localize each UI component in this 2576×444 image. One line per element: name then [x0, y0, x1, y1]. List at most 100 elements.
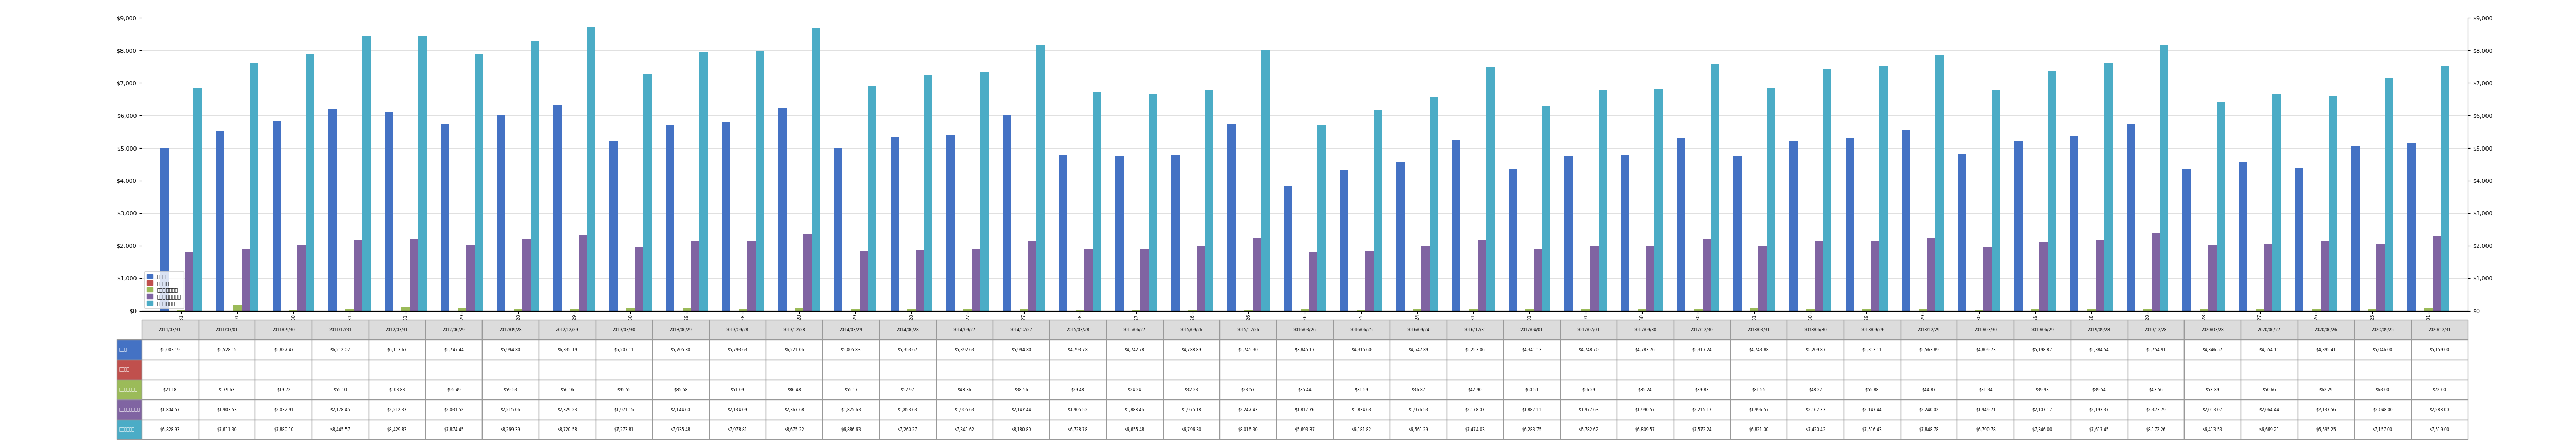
Bar: [634, 246, 644, 311]
Bar: [2182, 169, 2192, 311]
Bar: [1935, 55, 1945, 311]
Bar: [1340, 170, 1347, 311]
Bar: [2367, 309, 2378, 311]
Bar: [835, 148, 842, 311]
Bar: [2295, 168, 2303, 311]
Bar: [1543, 106, 1551, 311]
Bar: [1262, 50, 1270, 311]
Bar: [2378, 244, 2385, 311]
Bar: [2151, 234, 2161, 311]
Bar: [1229, 124, 1236, 311]
Bar: [330, 108, 337, 311]
Bar: [811, 28, 819, 311]
Bar: [1396, 163, 1404, 311]
Bar: [690, 241, 698, 311]
Bar: [2311, 309, 2321, 311]
Bar: [1862, 309, 1870, 311]
Bar: [242, 249, 250, 311]
Bar: [1767, 89, 1775, 311]
Bar: [796, 308, 804, 311]
Bar: [1115, 156, 1123, 311]
Bar: [2105, 63, 2112, 311]
Bar: [860, 251, 868, 311]
Bar: [1991, 90, 1999, 311]
Bar: [216, 131, 224, 311]
Bar: [1141, 250, 1149, 311]
Bar: [1734, 156, 1741, 311]
Bar: [474, 55, 484, 311]
Bar: [1252, 238, 1262, 311]
Bar: [1020, 309, 1028, 311]
Bar: [925, 75, 933, 311]
Bar: [698, 52, 708, 311]
Bar: [580, 235, 587, 311]
Bar: [1824, 69, 1832, 311]
Bar: [1453, 140, 1461, 311]
Bar: [1301, 309, 1309, 311]
Bar: [963, 309, 971, 311]
Bar: [1077, 310, 1084, 311]
Bar: [299, 245, 307, 311]
Bar: [2125, 123, 2136, 311]
Bar: [497, 115, 505, 311]
Bar: [1468, 309, 1479, 311]
Bar: [523, 239, 531, 311]
Bar: [1422, 246, 1430, 311]
Bar: [459, 308, 466, 311]
Bar: [1373, 110, 1381, 311]
Bar: [1188, 310, 1198, 311]
Bar: [466, 245, 474, 311]
Bar: [2208, 245, 2215, 311]
Bar: [307, 54, 314, 311]
Bar: [2071, 135, 2079, 311]
Bar: [747, 242, 755, 311]
Bar: [2352, 147, 2360, 311]
Bar: [2143, 309, 2151, 311]
Bar: [804, 234, 811, 311]
Bar: [1002, 115, 1012, 311]
Bar: [1412, 309, 1422, 311]
Bar: [1149, 94, 1157, 311]
Bar: [1244, 310, 1252, 311]
Bar: [1510, 170, 1517, 311]
Bar: [1814, 240, 1824, 311]
Bar: [755, 51, 765, 311]
Bar: [1589, 246, 1597, 311]
Bar: [1654, 89, 1664, 311]
Bar: [850, 309, 860, 311]
Bar: [185, 252, 193, 311]
Bar: [440, 124, 448, 311]
Bar: [2321, 241, 2329, 311]
Bar: [1919, 309, 1927, 311]
Bar: [2239, 163, 2246, 311]
Bar: [1059, 155, 1066, 311]
Bar: [531, 42, 538, 311]
Bar: [515, 309, 523, 311]
Bar: [1870, 241, 1880, 311]
Bar: [1316, 125, 1327, 311]
Bar: [410, 239, 417, 311]
Bar: [1084, 249, 1092, 311]
Bar: [665, 125, 675, 311]
Bar: [914, 250, 925, 311]
Bar: [1036, 44, 1046, 311]
Bar: [2409, 143, 2416, 311]
Bar: [1901, 130, 1911, 311]
Bar: [1984, 247, 1991, 311]
Bar: [160, 148, 167, 311]
Bar: [611, 141, 618, 311]
Bar: [1358, 310, 1365, 311]
Bar: [644, 74, 652, 311]
Bar: [1564, 156, 1574, 311]
Bar: [2424, 309, 2432, 311]
Bar: [2264, 244, 2272, 311]
Bar: [868, 87, 876, 311]
Bar: [273, 121, 281, 311]
Bar: [739, 309, 747, 311]
Bar: [2014, 142, 2022, 311]
Bar: [1844, 138, 1855, 311]
Bar: [1172, 155, 1180, 311]
Bar: [345, 309, 353, 311]
Bar: [2432, 236, 2442, 311]
Bar: [907, 309, 914, 311]
